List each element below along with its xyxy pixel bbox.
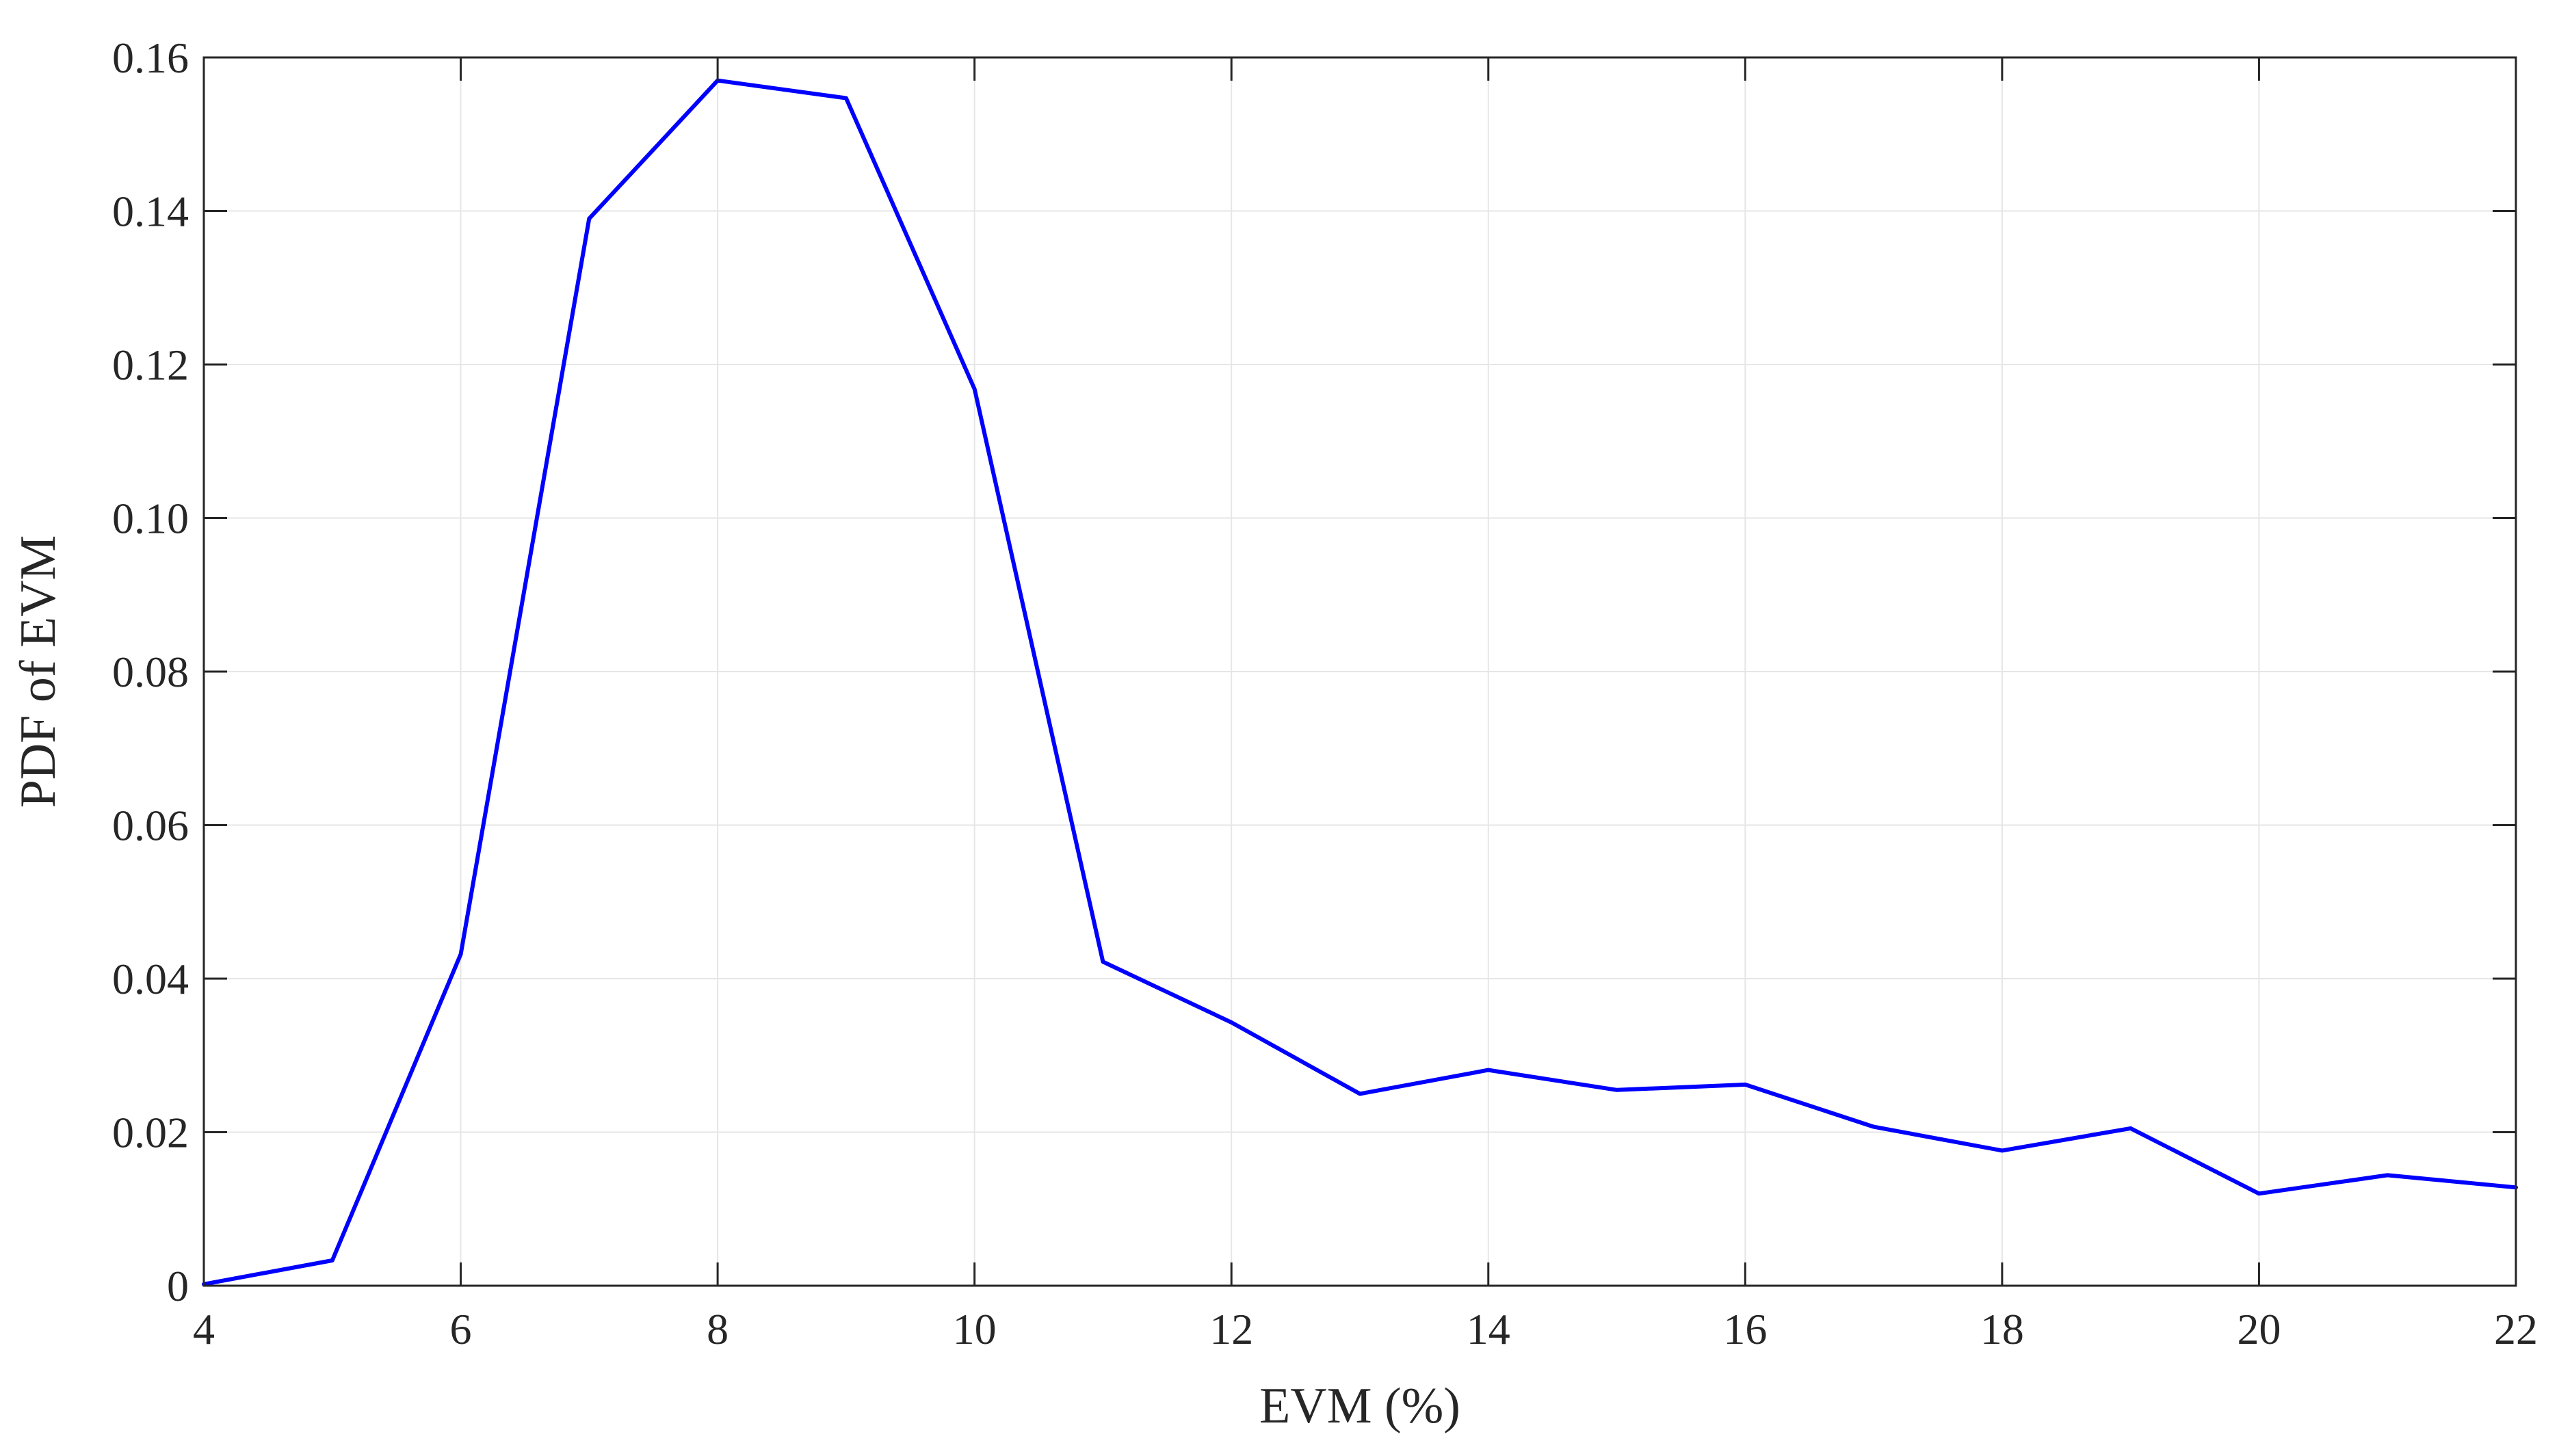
x-tick-label: 6 [450,1305,472,1353]
y-tick-label: 0.14 [112,187,189,236]
plot-area-frame [202,56,2517,1287]
x-tick-labels: 4 6 8 10 12 14 16 18 20 22 [193,1305,2538,1353]
series-layer [202,78,2518,1286]
x-tick-label: 10 [953,1305,997,1353]
x-tick-label: 16 [1723,1305,1767,1353]
y-tick-labels: 0 0.02 0.04 0.06 0.08 0.10 0.12 0.14 0.16 [112,34,189,1310]
y-tick-label: 0.08 [112,648,189,696]
y-tick-label: 0.16 [112,34,189,82]
x-tick-label: 8 [707,1305,729,1353]
y-tick-label: 0.12 [112,341,189,389]
x-axis-label: EVM (%) [1259,1378,1460,1434]
y-axis-label: PDF of EVM [10,535,66,808]
y-tick-label: 0 [167,1262,189,1310]
series-line [202,78,2518,1286]
x-tick-label: 22 [2494,1305,2538,1353]
axes-box [202,56,2517,1287]
x-tick-label: 18 [1980,1305,2024,1353]
y-tick-label: 0.02 [112,1109,189,1157]
x-tick-label: 12 [1209,1305,1253,1353]
y-tick-label: 0.10 [112,494,189,543]
x-tick-label: 4 [193,1305,215,1353]
x-tick-label: 20 [2237,1305,2281,1353]
y-tick-label: 0.04 [112,955,189,1003]
y-tick-label: 0.06 [112,802,189,850]
x-tick-label: 14 [1467,1305,1510,1353]
